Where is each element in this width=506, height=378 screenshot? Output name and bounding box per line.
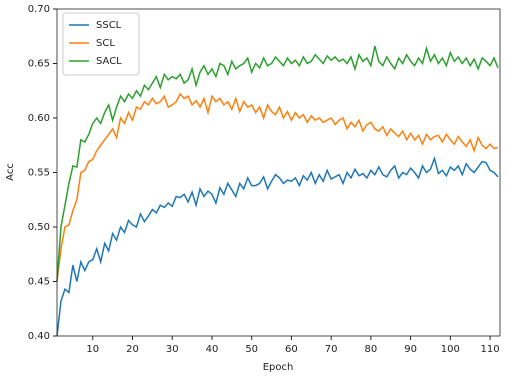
legend-box	[62, 12, 140, 76]
x-tick-label: 80	[365, 344, 378, 355]
y-tick-label: 0.45	[28, 277, 50, 288]
legend-label: SCL	[96, 38, 115, 49]
x-tick-label: 90	[404, 344, 417, 355]
x-tick-label: 60	[285, 344, 298, 355]
plot-frame	[56, 8, 501, 337]
y-tick-label: 0.65	[28, 59, 50, 70]
x-tick-label: 40	[206, 344, 219, 355]
y-axis-label: Acc	[5, 163, 16, 181]
line-series	[56, 92, 499, 282]
legend-label: SACL	[96, 56, 122, 67]
line-series	[56, 45, 499, 282]
x-tick-label: 110	[481, 344, 500, 355]
x-tick-label: 20	[126, 344, 139, 355]
x-axis-label: Epoch	[263, 362, 294, 373]
x-tick-label: 100	[441, 344, 460, 355]
y-tick-label: 0.60	[28, 113, 50, 124]
x-tick-label: 30	[166, 344, 179, 355]
legend-label: SSCL	[96, 20, 122, 31]
y-tick-label: 0.55	[28, 168, 50, 179]
line-series	[56, 155, 499, 337]
x-tick-label: 10	[86, 344, 99, 355]
y-tick-label: 0.50	[28, 222, 50, 233]
y-tick-label: 0.40	[28, 331, 50, 342]
x-tick-label: 70	[325, 344, 338, 355]
y-tick-label: 0.70	[28, 4, 50, 15]
x-tick-label: 50	[245, 344, 258, 355]
